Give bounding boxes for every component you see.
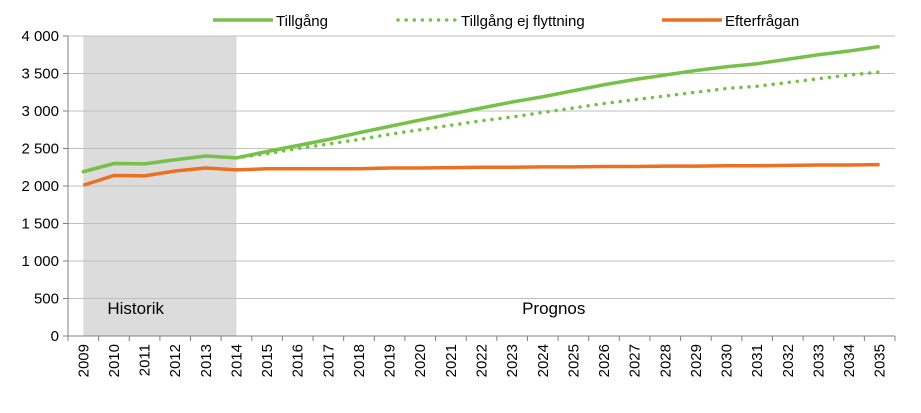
x-tick-label: 2029 [688, 344, 705, 377]
x-tick-label: 2011 [137, 344, 154, 376]
x-axis-ticks: 2009 2010 2011 2012 2013 2014 2015 2016 2017 2018… [67, 336, 896, 377]
y-tick-label: 1 000 [21, 253, 59, 270]
x-tick-label: 2021 [443, 344, 460, 377]
x-tick-label: 2022 [474, 344, 491, 377]
x-tick-label: 2023 [504, 344, 521, 377]
region-labels: Historik Prognos [107, 299, 585, 318]
gridlines [68, 35, 895, 299]
x-tick-label: 2030 [719, 344, 736, 377]
x-tick-label: 2012 [167, 344, 184, 377]
x-tick-label: 2016 [290, 344, 307, 377]
y-tick-label: 500 [34, 291, 59, 308]
x-tick-label: 2035 [872, 344, 889, 377]
x-tick-label: 2032 [780, 344, 797, 377]
legend-label-efterfr-gan: Efterfrågan [725, 13, 799, 30]
region-label-prognos: Prognos [522, 299, 585, 318]
x-tick-label: 2018 [351, 344, 368, 377]
x-tick-label: 2019 [382, 344, 399, 377]
x-tick-label: 2025 [565, 344, 582, 377]
x-tick-label: 2015 [259, 344, 276, 377]
x-tick-label: 2020 [412, 344, 429, 377]
y-tick-label: 3 000 [21, 103, 59, 120]
x-tick-label: 2027 [627, 344, 644, 377]
series-layer [81, 44, 882, 187]
legend-label-tillg-ng-ej-flyttning: Tillgång ej flyttning [461, 13, 585, 30]
x-tick-label: 2017 [320, 344, 337, 377]
y-tick-label: 0 [51, 328, 59, 345]
x-tick-label: 2031 [749, 344, 766, 377]
y-tick-label: 2 000 [21, 178, 59, 195]
y-tick-label: 2 500 [21, 141, 59, 158]
x-tick-label: 2010 [106, 344, 123, 377]
x-tick-label: 2014 [228, 344, 245, 377]
legend: Tillgång Tillgång ej flyttning Efterfrågan [213, 13, 799, 30]
x-tick-label: 2028 [657, 344, 674, 377]
legend-label-tillg-ng: Tillgång [276, 13, 328, 30]
x-tick-label: 2033 [810, 344, 827, 377]
x-tick-label: 2034 [841, 344, 858, 377]
y-tick-label: 3 500 [21, 66, 59, 83]
x-tick-label: 2026 [596, 344, 613, 377]
region-label-historik: Historik [107, 299, 164, 318]
y-axis-ticks: 0 500 1 000 1 500 2 000 2 500 3 000 3 500 4 000 [21, 28, 68, 345]
x-tick-label: 2009 [75, 344, 92, 377]
y-tick-label: 1 500 [21, 216, 59, 233]
x-tick-label: 2013 [198, 344, 215, 377]
x-tick-label: 2024 [535, 344, 552, 377]
y-tick-label: 4 000 [21, 28, 59, 45]
